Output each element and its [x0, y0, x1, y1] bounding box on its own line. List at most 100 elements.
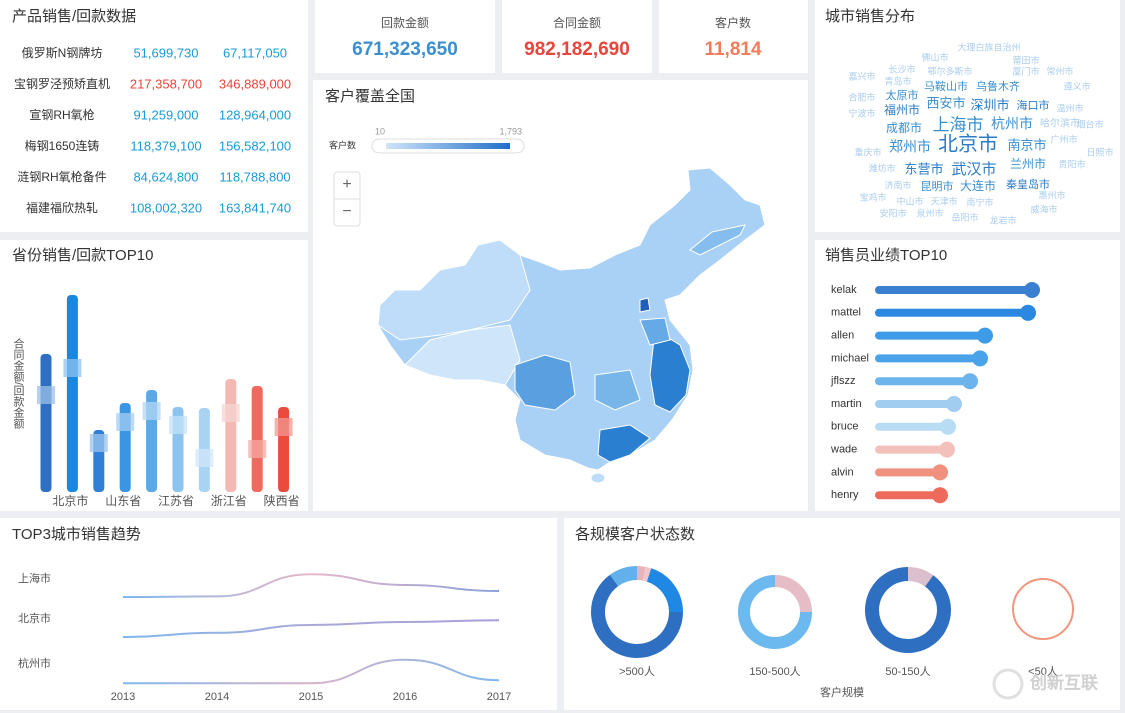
panel-title: 城市销售分布: [825, 8, 915, 25]
panel: [0, 518, 557, 710]
bar: [225, 379, 237, 492]
cloud-word: 长沙市: [888, 63, 915, 74]
donut-segment: [642, 566, 652, 582]
table-cell: 67,117,050: [223, 45, 287, 60]
panel: [315, 0, 495, 73]
map-region: [597, 424, 651, 463]
product-name: 宣钢RH氧枪: [29, 107, 94, 122]
bar-end: [932, 487, 948, 504]
panel: [659, 0, 808, 73]
bar: [875, 354, 980, 363]
bar: [875, 445, 947, 454]
panel: [564, 518, 1120, 710]
panel-title: 客户覆盖全国: [325, 87, 415, 105]
bar-end: [940, 418, 956, 435]
cloud-word: 贵阳市: [1058, 158, 1085, 169]
cloud-word: 西安市: [926, 95, 965, 110]
cloud-word: 岳阳市: [951, 211, 978, 222]
cloud-word: 深圳市: [970, 97, 1009, 112]
cloud-word: 南京市: [1007, 137, 1046, 152]
zoom-in[interactable]: +: [342, 176, 351, 193]
cloud-word: 马鞍山市: [924, 79, 968, 93]
bar-end: [1020, 304, 1036, 321]
cloud-word: 兰州市: [1010, 156, 1046, 171]
map-region: [639, 297, 651, 313]
cloud-word: 太原市: [886, 88, 919, 102]
table-cell: 163,841,740: [219, 200, 291, 215]
donut-segment: [738, 575, 812, 649]
zoom-out[interactable]: −: [342, 203, 351, 220]
bar: [875, 400, 954, 408]
y-tick-label: martin: [831, 398, 862, 410]
bar: [40, 354, 52, 492]
cloud-word: 杭州市: [991, 116, 1033, 132]
x-tick-label: 150-500人: [749, 665, 800, 678]
x-tick-label: 北京市: [52, 493, 88, 508]
donut-segment: [591, 574, 683, 658]
series-label: 北京市: [18, 611, 51, 625]
map-region: [404, 324, 521, 386]
bar: [66, 295, 78, 492]
table-cell: 128,964,000: [219, 107, 291, 122]
table-cell: 156,582,100: [219, 138, 291, 153]
marker: [63, 359, 82, 377]
legend-max: 1,793: [499, 126, 522, 136]
donut-segment: [774, 575, 812, 613]
watermark-icon: [992, 668, 1024, 700]
cloud-word: 中山市: [896, 195, 923, 206]
x-axis-label: 客户规模: [820, 685, 864, 699]
bar-end: [962, 373, 978, 390]
panel-title: 各规模客户状态数: [575, 526, 695, 543]
cloud-word: 成都市: [886, 120, 922, 135]
bar: [875, 468, 940, 477]
map-region: [594, 369, 641, 411]
y-tick-label: allen: [831, 330, 854, 342]
table-cell: 217,358,700: [130, 76, 202, 91]
marker: [221, 404, 240, 422]
product-name: 宝钢罗泾预矫直机: [14, 76, 110, 91]
bar: [875, 491, 940, 500]
x-tick-label: >500人: [619, 665, 655, 678]
kpi-label: 合同金额: [553, 15, 601, 30]
marker: [195, 449, 214, 467]
bar: [875, 377, 970, 386]
line: [122, 619, 500, 638]
x-tick-label: 山东省: [105, 494, 141, 508]
donut-segment: [636, 566, 646, 581]
legend-bar: [386, 143, 510, 149]
map-region: [639, 317, 671, 346]
panel-title: 销售员业绩TOP10: [825, 247, 947, 264]
cloud-word: 秦皇岛市: [1006, 177, 1050, 191]
cloud-word: 安阳市: [879, 207, 906, 218]
map-region: [649, 329, 691, 413]
marker: [116, 413, 135, 431]
cloud-word: 龙岩市: [989, 214, 1016, 225]
cloud-word: 南宁市: [966, 196, 993, 207]
product-name: 福建福欣热轧: [26, 200, 98, 215]
panel: [502, 0, 652, 73]
x-tick-label: 浙江省: [211, 494, 247, 508]
donut-segment: [1012, 578, 1074, 640]
y-tick-label: bruce: [831, 421, 859, 433]
kpi-value: 11,814: [704, 39, 761, 60]
cloud-word: 武汉市: [951, 161, 996, 178]
donut-segment: [609, 566, 638, 587]
bar-end: [1024, 282, 1040, 298]
line: [123, 658, 500, 685]
series-label: 上海市: [18, 571, 51, 585]
cloud-word: 厦门市: [1012, 65, 1039, 76]
cloud-word: 常州市: [1046, 65, 1073, 76]
x-tick-label: 2017: [487, 691, 511, 703]
panel-title: 产品销售/回款数据: [12, 8, 136, 25]
kpi-value: 982,182,690: [524, 39, 630, 60]
legend-title: 客户数: [329, 139, 356, 150]
x-tick-label: 50-150人: [885, 665, 930, 678]
panel: [0, 0, 308, 232]
x-tick-label: 2014: [205, 691, 229, 703]
table-cell: 346,889,000: [219, 76, 291, 91]
cloud-word: 温州市: [1056, 102, 1083, 113]
watermark: 创新互联: [1029, 672, 1098, 692]
y-tick-label: michael: [831, 352, 869, 364]
panel-title: 省份销售/回款TOP10: [12, 247, 153, 264]
